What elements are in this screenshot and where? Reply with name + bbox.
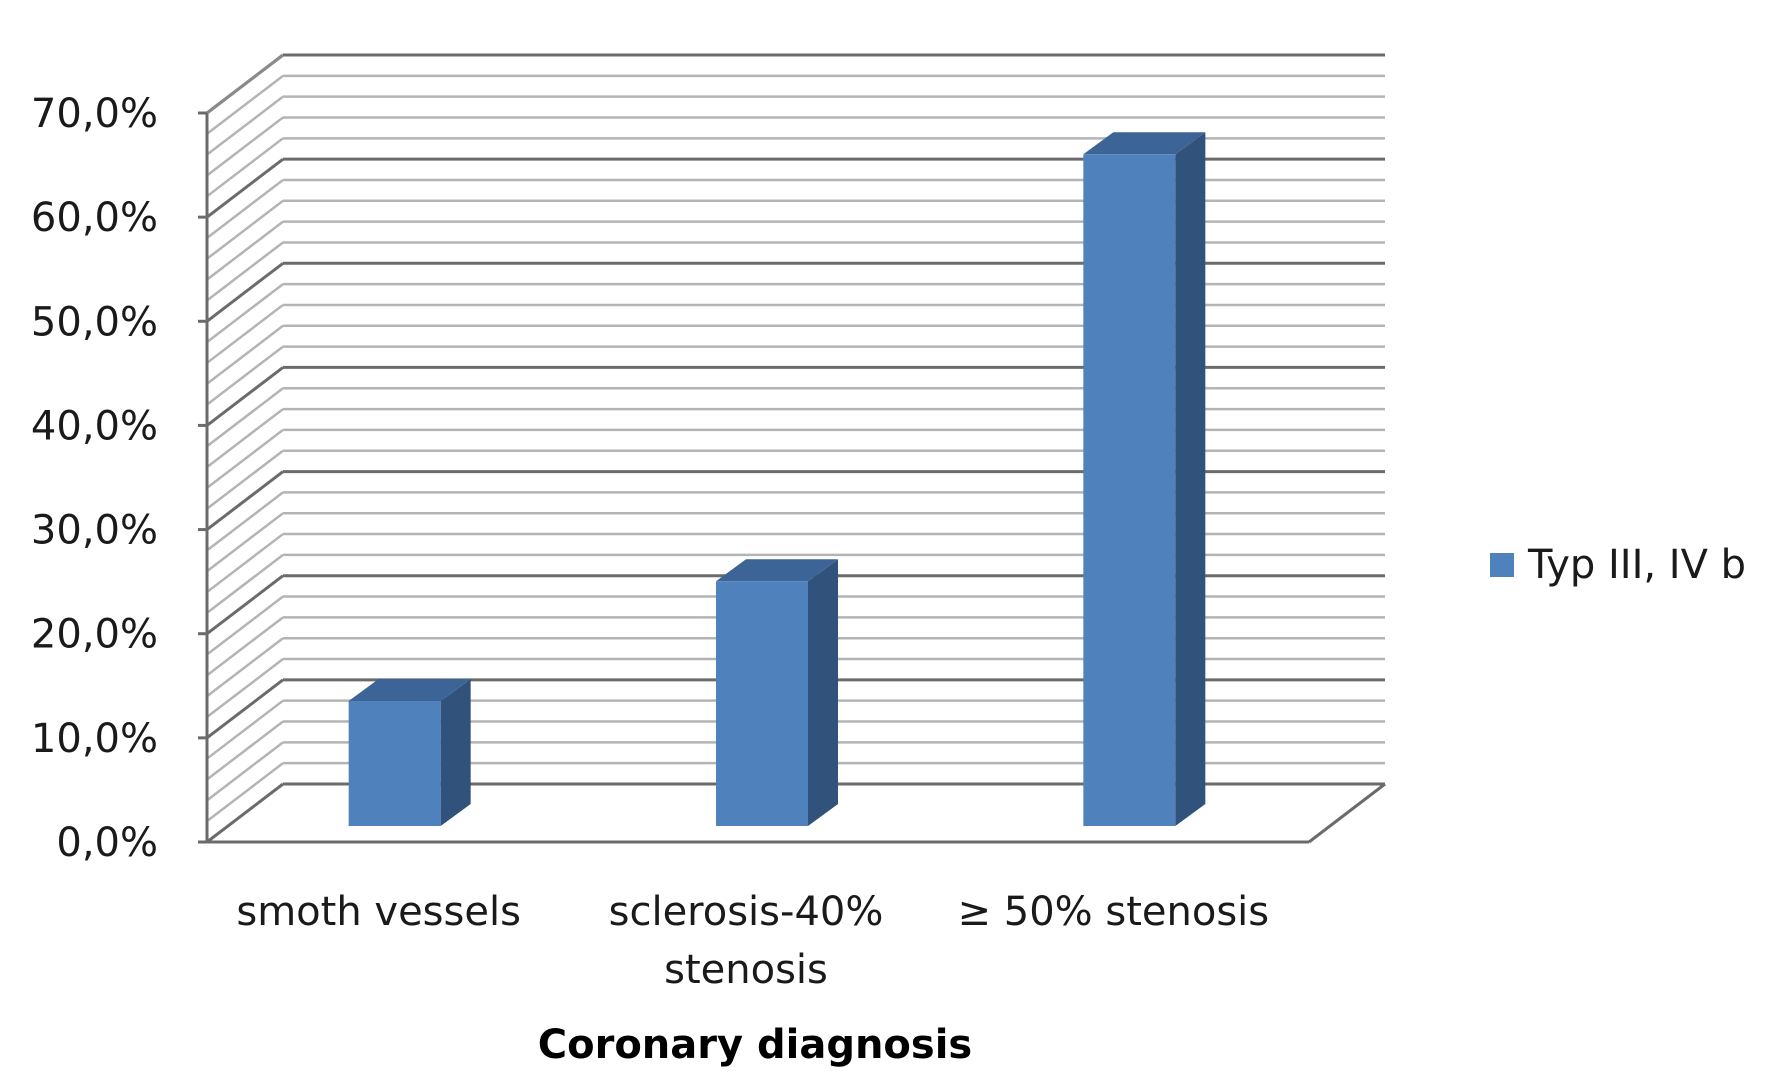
side-wall-minor-line <box>206 699 284 760</box>
y-tick-label: 70,0% <box>31 91 158 137</box>
side-wall-major-line <box>206 678 284 740</box>
side-wall-minor-line <box>206 199 284 260</box>
y-tick-label: 10,0% <box>31 716 158 762</box>
side-wall-major-line <box>206 366 284 427</box>
side-wall-minor-line <box>206 95 284 156</box>
x-tick-label: sclerosis-40% stenosis <box>609 889 884 993</box>
side-wall-minor-line <box>206 408 284 469</box>
y-tick-label: 40,0% <box>31 403 158 449</box>
side-wall-minor-line <box>206 241 284 302</box>
side-wall-minor-line <box>206 220 284 281</box>
bars-layer <box>348 132 1206 826</box>
bar-side-face <box>1175 132 1206 826</box>
legend: Typ III, IV b <box>1490 542 1746 588</box>
side-wall-minor-line <box>206 720 284 781</box>
side-wall-minor-line <box>206 178 284 239</box>
side-wall-minor-line <box>206 491 284 552</box>
side-wall-minor-line <box>206 137 284 198</box>
side-wall-top-edge <box>206 53 284 115</box>
side-wall-minor-line <box>206 616 284 677</box>
bar-front-face <box>716 581 808 826</box>
labels-layer: 0,0% 10,0% 20,0% 30,0% 40,0% 50,0% 60,0% 70,0% s… <box>31 91 1269 1068</box>
side-wall-major-line <box>206 574 284 635</box>
legend-label: Typ III, IV b <box>1527 542 1746 588</box>
side-wall-minor-line <box>206 428 284 489</box>
side-wall-minor-line <box>206 387 284 448</box>
y-tick-label: 30,0% <box>31 508 158 554</box>
bar-top-face <box>348 679 471 702</box>
bar-front-face <box>348 701 441 826</box>
y-tick-label: 60,0% <box>31 195 158 241</box>
bar <box>348 679 471 826</box>
bar-side-face <box>808 559 838 826</box>
side-wall-minor-line <box>206 324 284 385</box>
side-wall-minor-line <box>206 74 284 135</box>
y-tick-label: 50,0% <box>31 299 158 345</box>
bar-top-face <box>716 559 838 582</box>
legend-swatch <box>1490 553 1514 577</box>
side-wall-major-line <box>206 262 284 323</box>
side-wall-minor-line <box>206 762 284 823</box>
x-axis-title: Coronary diagnosis <box>538 1022 973 1068</box>
side-wall-minor-line <box>206 741 284 802</box>
y-tick-label: 20,0% <box>31 612 158 658</box>
side-wall-minor-line <box>206 595 284 656</box>
side-wall-minor-line <box>206 116 284 177</box>
bar-front-face <box>1083 154 1176 826</box>
side-wall-major-line <box>206 470 284 531</box>
side-wall-minor-line <box>206 553 284 614</box>
y-tick-label: 0,0% <box>56 820 158 866</box>
side-wall-major-line <box>206 157 284 219</box>
side-wall-minor-line <box>206 512 284 573</box>
x-tick-label: smoth vessels <box>236 889 521 935</box>
side-wall-minor-line <box>206 637 284 698</box>
side-wall-minor-line <box>206 303 284 364</box>
floor-right-edge <box>1308 782 1386 844</box>
side-wall-minor-line <box>206 449 284 510</box>
bar <box>716 559 838 826</box>
side-wall-minor-line <box>206 533 284 594</box>
side-wall-major-line <box>206 782 284 844</box>
bar-side-face <box>440 679 471 826</box>
side-wall-minor-line <box>206 283 284 344</box>
x-tick-label: ≥ 50% stenosis <box>958 889 1270 935</box>
bar <box>1083 132 1206 826</box>
side-wall-minor-line <box>206 345 284 406</box>
bar-top-face <box>1083 132 1206 155</box>
side-wall-minor-line <box>206 658 284 719</box>
